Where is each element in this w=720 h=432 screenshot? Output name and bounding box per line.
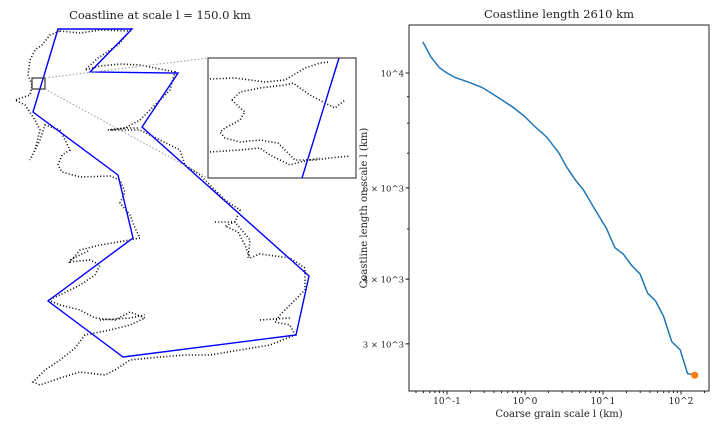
inset-zoom — [207, 57, 357, 179]
inset-polygon-edge — [301, 57, 340, 179]
y-tick-label-1: 6 × 10^3 — [363, 184, 404, 194]
y-ticks: 10^4 6 × 10^3 4 × 10^3 3 × 10^3 — [363, 70, 409, 350]
length-chart: Coastline length 2610 km 10^-1 10^0 10^1 10… — [359, 7, 710, 420]
y-tick-label-0: 10^4 — [381, 70, 404, 80]
plot-area — [408, 24, 710, 392]
current-scale-marker — [691, 371, 699, 379]
map-panel: Coastline at scale l = 150.0 km — [12, 8, 357, 386]
x-ticks: 10^-1 10^0 10^1 10^2 — [415, 391, 705, 407]
x-tick-label-1: 10^0 — [513, 397, 538, 407]
y-tick-label-3: 3 × 10^3 — [363, 340, 404, 350]
series-line — [422, 41, 695, 376]
zoom-region-box — [31, 77, 46, 90]
coastline — [12, 29, 306, 386]
x-axis-label: Coarse grain scale l (km) — [495, 409, 622, 420]
y-axis-label: Coastline length on scale l (km) — [359, 128, 370, 289]
zoom-connector-bottom — [44, 88, 209, 179]
zoom-connector-top — [44, 57, 209, 79]
map-title: Coastline at scale l = 150.0 km — [69, 8, 251, 22]
x-tick-label-2: 10^1 — [591, 397, 616, 407]
coarse-grained-polygon — [32, 28, 310, 358]
y-tick-label-2: 4 × 10^3 — [363, 276, 404, 286]
chart-title: Coastline length 2610 km — [484, 7, 634, 21]
x-tick-label-0: 10^-1 — [433, 397, 461, 407]
x-tick-label-3: 10^2 — [669, 397, 694, 407]
